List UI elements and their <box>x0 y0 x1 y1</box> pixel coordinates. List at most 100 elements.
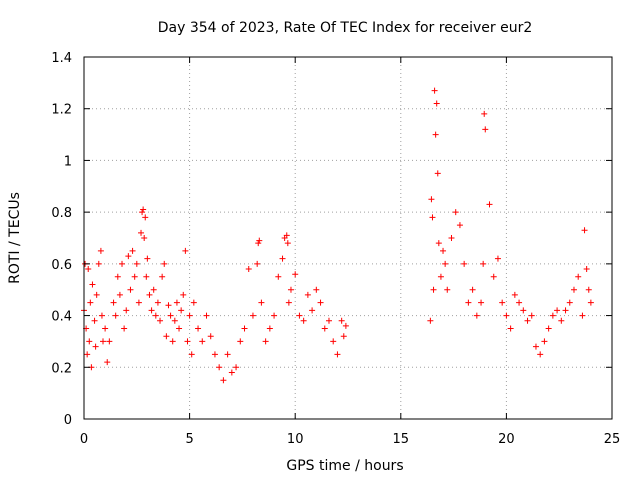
data-point <box>148 307 155 314</box>
data-point <box>211 351 218 358</box>
data-point <box>233 364 240 371</box>
y-tick-label: 0.4 <box>51 310 72 325</box>
data-point <box>224 351 231 358</box>
data-point <box>121 325 128 332</box>
data-point <box>161 260 168 267</box>
data-point <box>325 317 332 324</box>
data-point <box>98 312 105 319</box>
data-point <box>313 286 320 293</box>
data-point <box>287 286 294 293</box>
data-point <box>444 286 451 293</box>
data-point <box>144 255 151 262</box>
data-point <box>562 307 569 314</box>
data-point <box>163 333 170 340</box>
data-point <box>340 333 347 340</box>
y-tick-label: 0 <box>64 413 72 428</box>
data-point <box>541 338 548 345</box>
data-point <box>558 317 565 324</box>
data-point <box>97 247 104 254</box>
data-point <box>545 325 552 332</box>
data-point <box>427 317 434 324</box>
data-point <box>482 126 489 133</box>
data-point <box>283 232 290 239</box>
data-point <box>159 273 166 280</box>
data-point <box>228 369 235 376</box>
data-point <box>428 196 435 203</box>
data-point <box>258 299 265 306</box>
data-point <box>342 322 349 329</box>
data-point <box>266 325 273 332</box>
data-point <box>140 206 147 213</box>
data-point <box>292 271 299 278</box>
x-axis-label: GPS time / hours <box>286 458 403 474</box>
data-point <box>581 227 588 234</box>
data-point <box>300 317 307 324</box>
data-point <box>434 170 441 177</box>
y-tick-label: 0.6 <box>51 258 72 273</box>
data-point <box>435 240 442 247</box>
y-axis-label: ROTI / TECUs <box>7 192 23 284</box>
data-point <box>456 222 463 229</box>
data-point <box>524 317 531 324</box>
data-point <box>338 317 345 324</box>
data-point <box>178 307 185 314</box>
data-point <box>207 333 214 340</box>
data-point <box>279 255 286 262</box>
data-point <box>433 100 440 107</box>
data-point <box>173 299 180 306</box>
data-point <box>86 338 93 345</box>
data-point <box>469 286 476 293</box>
data-point <box>442 260 449 267</box>
data-point <box>186 312 193 319</box>
data-point <box>275 273 282 280</box>
y-tick-label: 1.2 <box>51 103 72 118</box>
data-point <box>125 253 132 260</box>
data-point <box>321 325 328 332</box>
y-tick-label: 1.4 <box>51 51 72 66</box>
data-point <box>92 343 99 350</box>
data-point <box>486 201 493 208</box>
data-point <box>199 338 206 345</box>
data-point <box>157 317 164 324</box>
y-tick-label: 0.8 <box>51 206 72 221</box>
data-point <box>473 312 480 319</box>
data-point <box>284 240 291 247</box>
data-point <box>494 255 501 262</box>
data-point <box>241 325 248 332</box>
data-point <box>255 240 262 247</box>
data-point <box>129 247 136 254</box>
data-point <box>84 351 91 358</box>
data-point <box>254 260 261 267</box>
data-point <box>587 299 594 306</box>
x-tick-label: 15 <box>393 432 410 447</box>
data-point <box>180 291 187 298</box>
data-point <box>106 338 113 345</box>
data-point <box>585 286 592 293</box>
data-point <box>430 286 437 293</box>
data-point <box>554 307 561 314</box>
data-point <box>330 338 337 345</box>
data-point <box>296 312 303 319</box>
data-point <box>317 299 324 306</box>
data-point <box>167 312 174 319</box>
data-point <box>184 338 191 345</box>
data-point <box>85 266 92 273</box>
data-point <box>309 307 316 314</box>
data-point <box>116 291 123 298</box>
data-point <box>507 325 514 332</box>
data-point <box>131 273 138 280</box>
data-point <box>503 312 510 319</box>
x-tick-label: 5 <box>185 432 193 447</box>
data-point <box>112 312 119 319</box>
data-point <box>461 260 468 267</box>
plot-frame <box>83 56 613 420</box>
data-point <box>138 229 145 236</box>
data-point <box>171 317 178 324</box>
data-point <box>139 209 146 216</box>
data-point <box>304 291 311 298</box>
data-point <box>549 312 556 319</box>
data-point <box>203 312 210 319</box>
data-point <box>133 260 140 267</box>
data-point <box>176 325 183 332</box>
